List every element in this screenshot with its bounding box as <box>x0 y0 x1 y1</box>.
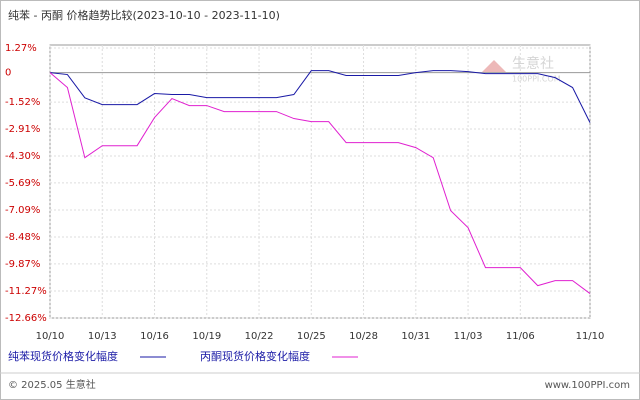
x-tick-label: 10/22 <box>245 331 274 342</box>
x-tick-label: 11/06 <box>506 331 535 342</box>
x-tick-label: 11/10 <box>576 331 605 342</box>
x-tick-label: 10/10 <box>36 331 65 342</box>
y-tick-label: -2.91% <box>5 124 40 135</box>
footer-site: www.100PPI.com <box>545 380 630 391</box>
y-tick-label: -9.87% <box>5 259 40 270</box>
x-tick-label: 10/31 <box>401 331 430 342</box>
x-tick-label: 10/16 <box>140 331 169 342</box>
y-tick-label: -8.48% <box>5 232 40 243</box>
x-tick-label: 10/19 <box>192 331 221 342</box>
legend-label: 纯苯现货价格变化幅度 <box>8 349 118 363</box>
y-tick-label: 0 <box>5 68 11 79</box>
line-series <box>49 70 591 123</box>
watermark-site: 100PPI.COM <box>512 75 561 84</box>
y-tick-label: -12.66% <box>5 313 47 324</box>
watermark-name: 生意社 <box>512 55 554 72</box>
x-tick-label: 10/28 <box>349 331 378 342</box>
line-series <box>49 72 591 294</box>
y-tick-label: -4.30% <box>5 151 40 162</box>
y-tick-label: -7.09% <box>5 205 40 216</box>
x-tick-label: 11/03 <box>454 331 483 342</box>
y-tick-label: 1.27% <box>5 43 37 54</box>
footer-copyright: © 2025.05 生意社 <box>8 378 96 391</box>
y-tick-label: -1.52% <box>5 97 40 108</box>
x-tick-label: 10/25 <box>297 331 326 342</box>
y-tick-label: -5.69% <box>5 178 40 189</box>
legend-label: 丙酮现货价格变化幅度 <box>200 349 310 363</box>
x-tick-label: 10/13 <box>88 331 117 342</box>
chart-title: 纯苯 - 丙酮 价格趋势比较(2023-10-10 - 2023-11-10) <box>8 8 280 22</box>
y-tick-label: -11.27% <box>5 286 47 297</box>
watermark: 生意社 100PPI.COM <box>482 55 561 84</box>
